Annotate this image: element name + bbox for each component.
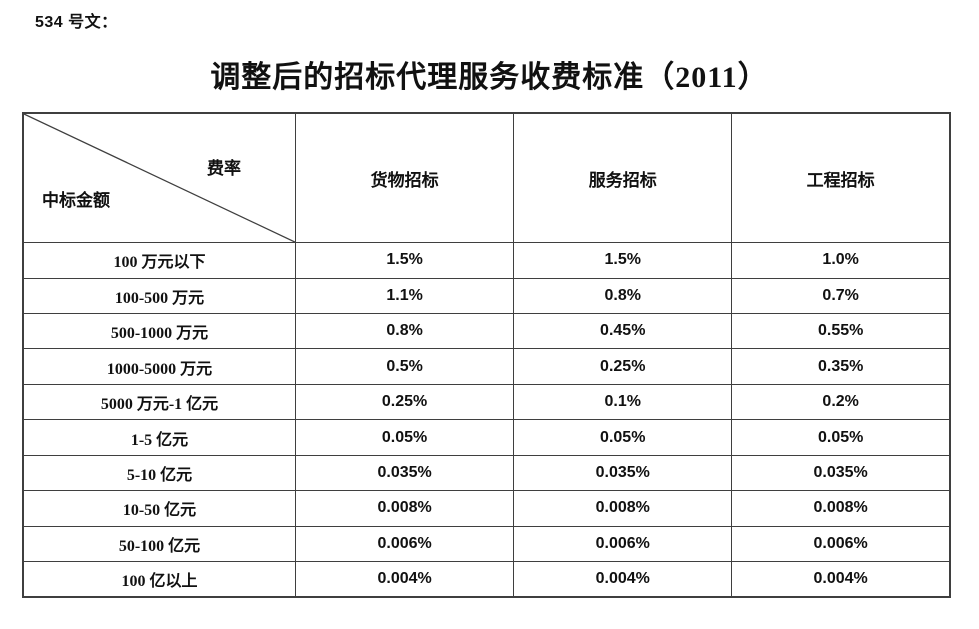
corner-header-cell: 费率 中标金额 bbox=[22, 112, 297, 244]
rate-cell-goods: 1.5% bbox=[295, 242, 515, 279]
amount-cell: 5-10 亿元 bbox=[22, 454, 297, 492]
rate-cell-goods: 0.006% bbox=[295, 525, 515, 563]
table-row: 100-500 万元 1.1% 0.8% 0.7% bbox=[22, 277, 951, 314]
rate-cell-engineering: 0.008% bbox=[731, 490, 951, 527]
rate-cell-engineering: 0.035% bbox=[731, 454, 951, 492]
rate-cell-goods: 0.004% bbox=[295, 561, 515, 598]
rate-cell-engineering: 0.004% bbox=[731, 561, 951, 598]
table-row: 5-10 亿元 0.035% 0.035% 0.035% bbox=[22, 454, 951, 492]
rate-cell-service: 0.006% bbox=[513, 525, 733, 563]
rate-cell-goods: 0.008% bbox=[295, 490, 515, 527]
fee-rate-table: 费率 中标金额 货物招标 服务招标 工程招标 100 万元以下 1.5% 1.5… bbox=[22, 112, 951, 598]
amount-cell: 10-50 亿元 bbox=[22, 490, 297, 527]
table-row: 10-50 亿元 0.008% 0.008% 0.008% bbox=[22, 490, 951, 527]
amount-cell: 100-500 万元 bbox=[22, 277, 297, 314]
rate-cell-goods: 0.05% bbox=[295, 419, 515, 456]
rate-cell-goods: 0.25% bbox=[295, 383, 515, 421]
rate-cell-goods: 0.035% bbox=[295, 454, 515, 492]
rate-cell-goods: 0.5% bbox=[295, 348, 515, 385]
rate-cell-service: 0.25% bbox=[513, 348, 733, 385]
rate-cell-engineering: 0.7% bbox=[731, 277, 951, 314]
rate-cell-goods: 1.1% bbox=[295, 277, 515, 314]
rate-cell-service: 0.035% bbox=[513, 454, 733, 492]
doc-number-label: 534 号文： bbox=[35, 14, 118, 31]
table-row: 1000-5000 万元 0.5% 0.25% 0.35% bbox=[22, 348, 951, 385]
amount-cell: 500-1000 万元 bbox=[22, 312, 297, 350]
table-row: 5000 万元-1 亿元 0.25% 0.1% 0.2% bbox=[22, 383, 951, 421]
corner-label-amount: 中标金额 bbox=[42, 191, 110, 210]
rate-cell-service: 0.1% bbox=[513, 383, 733, 421]
table-row: 100 万元以下 1.5% 1.5% 1.0% bbox=[22, 242, 951, 279]
rate-cell-goods: 0.8% bbox=[295, 312, 515, 350]
table-row: 1-5 亿元 0.05% 0.05% 0.05% bbox=[22, 419, 951, 456]
rate-cell-engineering: 0.35% bbox=[731, 348, 951, 385]
column-header-engineering: 工程招标 bbox=[731, 112, 951, 244]
rate-cell-service: 0.8% bbox=[513, 277, 733, 314]
rate-cell-engineering: 0.006% bbox=[731, 525, 951, 563]
rate-cell-service: 0.45% bbox=[513, 312, 733, 350]
page-title: 调整后的招标代理服务收费标准（2011） bbox=[210, 61, 769, 94]
rate-cell-service: 0.05% bbox=[513, 419, 733, 456]
column-header-service: 服务招标 bbox=[513, 112, 733, 244]
rate-cell-engineering: 1.0% bbox=[731, 242, 951, 279]
table-row: 500-1000 万元 0.8% 0.45% 0.55% bbox=[22, 312, 951, 350]
rate-cell-engineering: 0.2% bbox=[731, 383, 951, 421]
amount-cell: 100 万元以下 bbox=[22, 242, 297, 279]
amount-cell: 100 亿以上 bbox=[22, 561, 297, 598]
table-header-row: 费率 中标金额 货物招标 服务招标 工程招标 bbox=[22, 112, 951, 244]
table-row: 50-100 亿元 0.006% 0.006% 0.006% bbox=[22, 525, 951, 563]
corner-label-rate: 费率 bbox=[207, 159, 241, 178]
table-row: 100 亿以上 0.004% 0.004% 0.004% bbox=[22, 561, 951, 598]
amount-cell: 1000-5000 万元 bbox=[22, 348, 297, 385]
rate-cell-engineering: 0.05% bbox=[731, 419, 951, 456]
amount-cell: 1-5 亿元 bbox=[22, 419, 297, 456]
amount-cell: 50-100 亿元 bbox=[22, 525, 297, 563]
rate-cell-service: 1.5% bbox=[513, 242, 733, 279]
diagonal-divider bbox=[24, 114, 295, 242]
rate-cell-service: 0.004% bbox=[513, 561, 733, 598]
column-header-goods: 货物招标 bbox=[295, 112, 515, 244]
amount-cell: 5000 万元-1 亿元 bbox=[22, 383, 297, 421]
rate-cell-engineering: 0.55% bbox=[731, 312, 951, 350]
rate-cell-service: 0.008% bbox=[513, 490, 733, 527]
